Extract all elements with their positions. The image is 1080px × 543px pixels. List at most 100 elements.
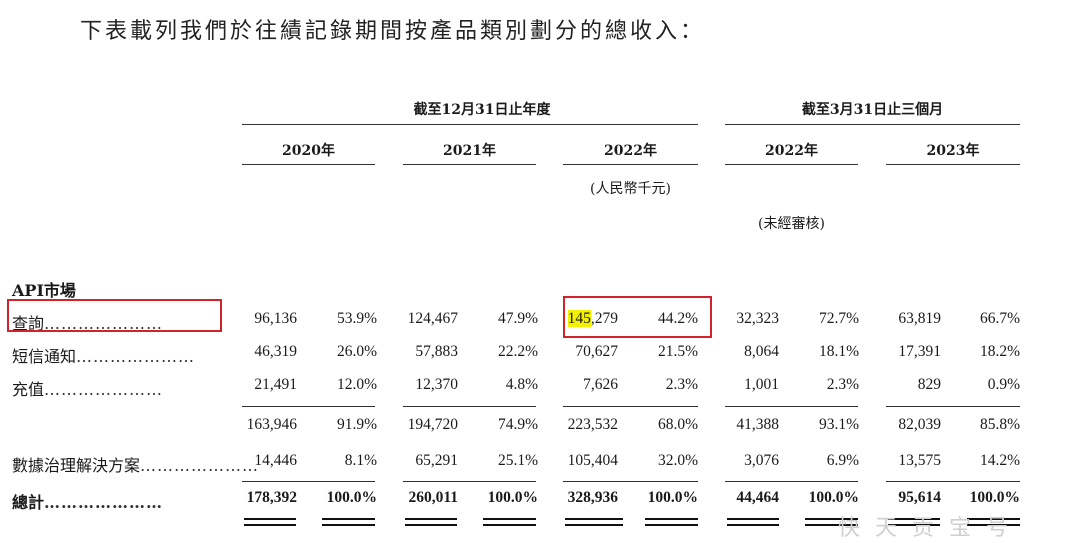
total-double-underline [888, 518, 940, 526]
quarter-underline [725, 124, 1020, 125]
row-label-query: 查詢………………… [12, 314, 164, 333]
total-double-underline [645, 518, 698, 526]
cell-2020-pct: 12.0% [336, 376, 377, 393]
row-label-total: 總計………………… [12, 493, 164, 512]
cell-q1-2023-amount: 13,575 [898, 452, 941, 469]
row-label-sms: 短信通知………………… [12, 347, 196, 366]
cell-2020-pct: 8.1% [344, 452, 377, 469]
subtotal-line [563, 406, 698, 407]
cell-2022-amount: 105,404 [567, 452, 618, 469]
year-underline [242, 164, 375, 165]
highlight-box-query-label [7, 299, 222, 332]
cell-2020-pct: 100.0% [326, 489, 377, 506]
cell-q1-2022-amount: 8,064 [744, 343, 779, 360]
pre-total-line [725, 481, 858, 482]
year-underline [725, 164, 858, 165]
cell-q1-2022-amount: 44,464 [736, 489, 779, 506]
cell-2022-amount: 328,936 [567, 489, 618, 506]
cell-2022-pct: 68.0% [657, 416, 698, 433]
total-double-underline [322, 518, 375, 526]
year-header-2020: 2020年 [282, 143, 335, 159]
year-underline [886, 164, 1020, 165]
cell-q1-2023-amount: 82,039 [898, 416, 941, 433]
year-underline [403, 164, 536, 165]
cell-2021-pct: 4.8% [505, 376, 538, 393]
cell-q1-2022-pct: 2.3% [826, 376, 859, 393]
pre-total-line [403, 481, 536, 482]
cell-2021-pct: 47.9% [497, 310, 538, 327]
cell-2020-amount: 14,446 [254, 452, 297, 469]
highlighted-digits: 145 [567, 310, 591, 327]
cell-2022-amount: 145,279 [567, 310, 618, 328]
cell-2020-pct: 91.9% [336, 416, 377, 433]
cell-2021-amount: 12,370 [415, 376, 458, 393]
cell-2020-amount: 163,946 [246, 416, 297, 433]
cell-2020-amount: 178,392 [246, 489, 297, 506]
cell-2021-pct: 22.2% [497, 343, 538, 360]
annual-period-header: 截至12月31日止年度 [413, 102, 551, 118]
currency-unit-note: (人民幣千元) [590, 181, 671, 197]
cell-2022-pct: 44.2% [657, 310, 698, 327]
leader-dots: ………………… [44, 493, 164, 512]
cell-q1-2023-pct: 18.2% [979, 343, 1020, 360]
subtotal-line [403, 406, 536, 407]
total-double-underline [244, 518, 296, 526]
cell-q1-2022-pct: 72.7% [818, 310, 859, 327]
cell-2021-pct: 74.9% [497, 416, 538, 433]
year-header-2021: 2021年 [443, 143, 496, 159]
cell-q1-2023-pct: 0.9% [987, 376, 1020, 393]
remaining-digits: ,279 [590, 310, 618, 327]
cell-2021-amount: 65,291 [415, 452, 458, 469]
cell-2021-amount: 194,720 [407, 416, 458, 433]
cell-q1-2022-pct: 6.9% [826, 452, 859, 469]
cell-q1-2023-amount: 95,614 [898, 489, 941, 506]
year-underline [563, 164, 698, 165]
cell-2022-amount: 70,627 [575, 343, 618, 360]
cell-2021-amount: 124,467 [407, 310, 458, 327]
pre-total-line [886, 481, 1020, 482]
leader-dots: ………………… [76, 347, 196, 366]
pre-total-line [563, 481, 698, 482]
year-header-2022-q1: 2022年 [765, 143, 818, 159]
cell-2020-amount: 21,491 [254, 376, 297, 393]
subtotal-line [886, 406, 1020, 407]
unaudited-note: (未經審核) [758, 216, 825, 232]
cell-2022-pct: 100.0% [647, 489, 698, 506]
cell-2022-pct: 2.3% [665, 376, 698, 393]
intro-sentence: 下表載列我們於往績記錄期間按產品類別劃分的總收入： [80, 19, 706, 44]
total-double-underline [727, 518, 779, 526]
leader-dots: ………………… [44, 380, 164, 399]
cell-2020-amount: 96,136 [254, 310, 297, 327]
subtotal-line [725, 406, 858, 407]
total-double-underline [967, 518, 1020, 526]
pre-total-line [242, 481, 375, 482]
section-api-market: API市場 [12, 281, 76, 300]
cell-q1-2022-pct: 100.0% [808, 489, 859, 506]
cell-2020-pct: 26.0% [336, 343, 377, 360]
annual-underline [242, 124, 698, 125]
leader-dots: ………………… [44, 314, 164, 333]
total-double-underline [483, 518, 536, 526]
cell-2022-amount: 7,626 [583, 376, 618, 393]
cell-q1-2023-amount: 829 [917, 376, 941, 393]
subtotal-line [242, 406, 375, 407]
highlight-box-query-2022 [563, 296, 712, 338]
leader-dots: ………………… [140, 456, 260, 475]
cell-2021-amount: 260,011 [408, 489, 458, 506]
watermark: 快 天 贡 宝 号 [838, 516, 1012, 541]
year-header-2022: 2022年 [604, 143, 657, 159]
cell-q1-2023-pct: 85.8% [979, 416, 1020, 433]
cell-q1-2023-pct: 100.0% [969, 489, 1020, 506]
year-header-2023-q1: 2023年 [926, 143, 980, 159]
cell-2022-amount: 223,532 [567, 416, 618, 433]
cell-2020-pct: 53.9% [336, 310, 377, 327]
total-double-underline [805, 518, 858, 526]
total-double-underline [565, 518, 623, 526]
cell-q1-2022-pct: 18.1% [818, 343, 859, 360]
cell-2022-pct: 32.0% [657, 452, 698, 469]
cell-q1-2023-pct: 14.2% [979, 452, 1020, 469]
cell-q1-2022-amount: 32,323 [736, 310, 779, 327]
cell-q1-2023-amount: 17,391 [898, 343, 941, 360]
quarter-period-header: 截至3月31日止三個月 [801, 102, 944, 118]
row-label-topup: 充值………………… [12, 380, 164, 399]
